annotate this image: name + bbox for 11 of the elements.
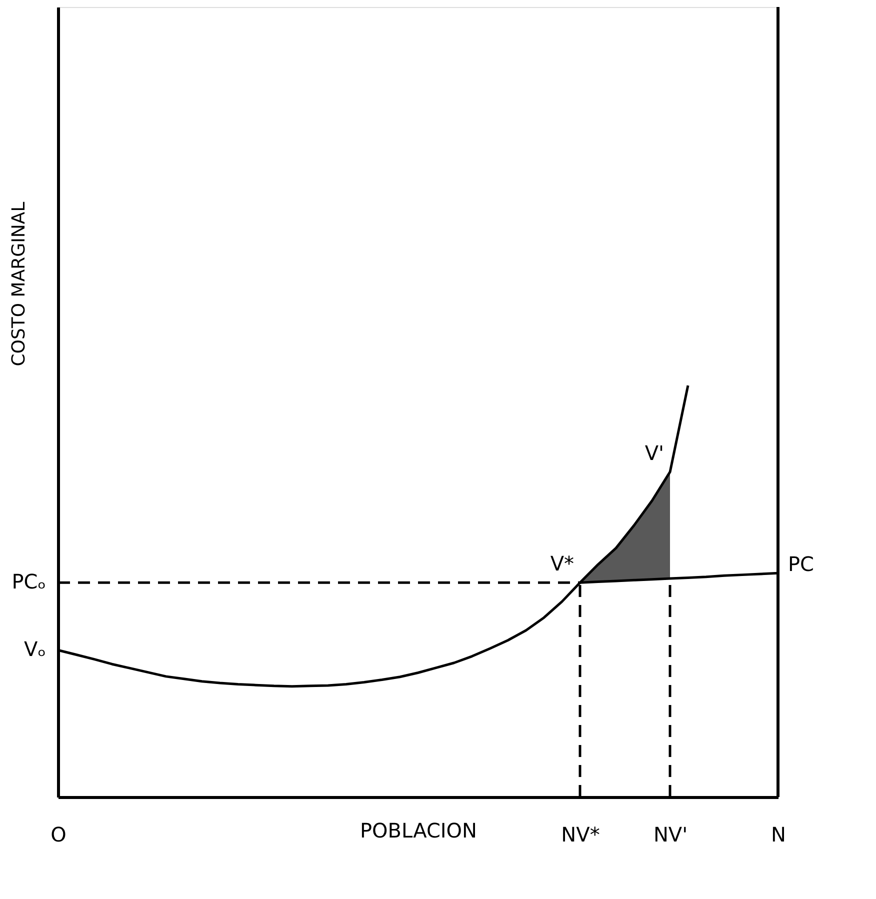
annotation: PCₒ <box>12 570 46 594</box>
annotation: V* <box>550 552 574 576</box>
x-tick-label: O <box>50 822 66 846</box>
x-tick-label: NV* <box>561 822 600 846</box>
annotation: V' <box>644 440 664 465</box>
x-tick-label: NV' <box>653 822 688 846</box>
x-axis-title: POBLACION <box>360 818 478 842</box>
annotation: Vₒ <box>24 637 46 662</box>
y-axis-title: COSTO MARGINAL <box>8 202 30 366</box>
annotation: PC <box>788 552 814 576</box>
x-tick-label: N <box>771 822 786 846</box>
